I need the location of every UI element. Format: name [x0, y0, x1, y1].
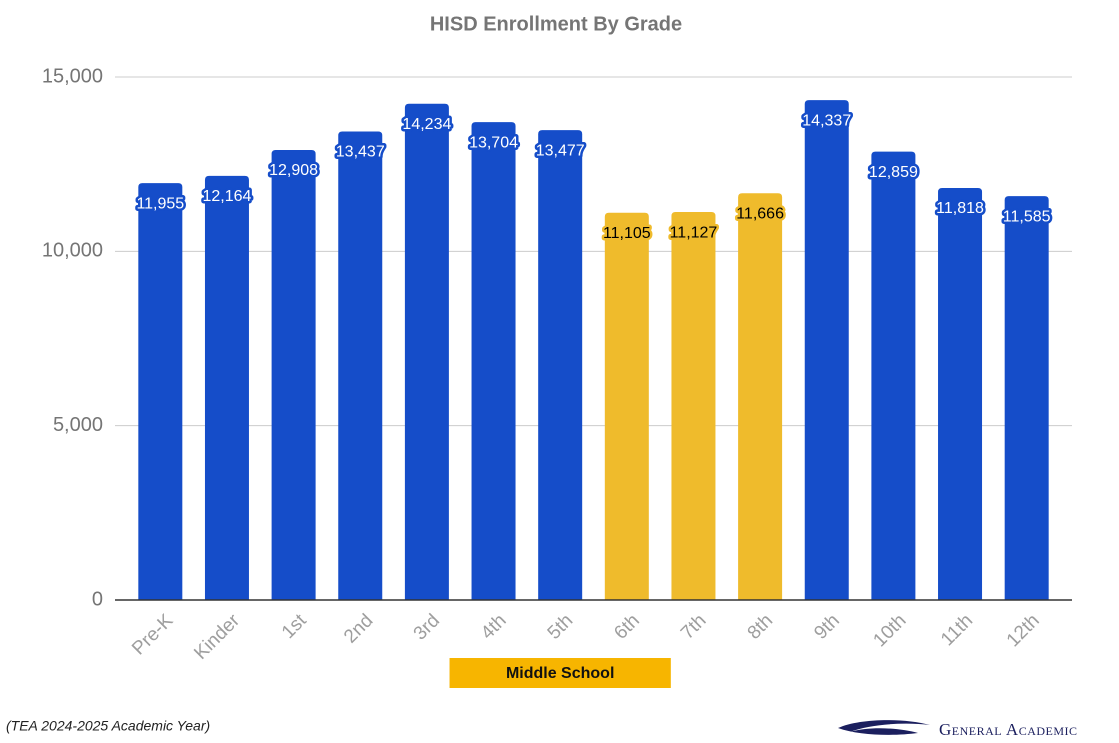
- value-label: 14,234: [402, 116, 451, 133]
- x-tick-label: 9th: [810, 610, 844, 644]
- chart-title: HISD Enrollment By Grade: [430, 13, 682, 35]
- y-tick-label: 10,000: [42, 240, 103, 262]
- brand-name: General Academic: [939, 720, 1078, 739]
- bar: [938, 187, 983, 600]
- logo-swoosh: [838, 720, 930, 735]
- x-tick-label: Kinder: [190, 610, 244, 664]
- value-label: 11,818: [936, 200, 984, 217]
- bar: [871, 151, 916, 600]
- y-tick-label: 0: [92, 588, 103, 610]
- value-label: 11,666: [736, 205, 784, 222]
- bar: [471, 122, 516, 601]
- value-label: 11,127: [670, 224, 718, 241]
- x-tick-label: 12th: [1003, 610, 1044, 651]
- bar: [204, 175, 249, 600]
- x-tick-label: 2nd: [340, 610, 377, 647]
- bar: [271, 149, 316, 600]
- x-tick-label: 7th: [677, 610, 711, 644]
- value-label: 12,908: [269, 162, 318, 179]
- value-label: 13,704: [469, 134, 518, 151]
- value-label: 13,437: [336, 144, 385, 161]
- bar: [1004, 196, 1049, 600]
- x-tick-label: 4th: [477, 610, 511, 644]
- value-label: 12,859: [869, 164, 918, 181]
- x-tick-label: 1st: [278, 610, 311, 643]
- value-label: 11,955: [136, 195, 184, 212]
- bar: [671, 212, 716, 600]
- bar: [538, 130, 583, 600]
- y-tick-label: 15,000: [42, 65, 103, 87]
- bar: [604, 212, 649, 600]
- value-label: 13,477: [536, 142, 585, 159]
- annotation-label: Middle School: [506, 665, 614, 682]
- bar: [738, 193, 783, 600]
- value-label: 12,164: [202, 188, 251, 205]
- value-label: 14,337: [802, 112, 851, 129]
- value-label: 11,105: [603, 225, 651, 242]
- x-tick-label: 8th: [744, 610, 778, 644]
- x-tick-label: 3rd: [410, 610, 444, 644]
- bar: [138, 183, 183, 600]
- bar: [338, 131, 383, 601]
- annotation-band: [449, 658, 671, 688]
- footnote: (TEA 2024-2025 Academic Year): [6, 718, 210, 734]
- value-label: 11,585: [1003, 208, 1051, 225]
- x-tick-label: 10th: [869, 610, 910, 651]
- brand-logo: General Academic: [838, 720, 1078, 739]
- x-tick-label: 6th: [610, 610, 644, 644]
- x-tick-label: 5th: [544, 610, 578, 644]
- x-tick-label: Pre-K: [128, 610, 177, 659]
- bar: [804, 100, 849, 600]
- bar: [404, 103, 449, 600]
- y-tick-label: 5,000: [53, 414, 103, 436]
- x-tick-label: 11th: [937, 610, 977, 650]
